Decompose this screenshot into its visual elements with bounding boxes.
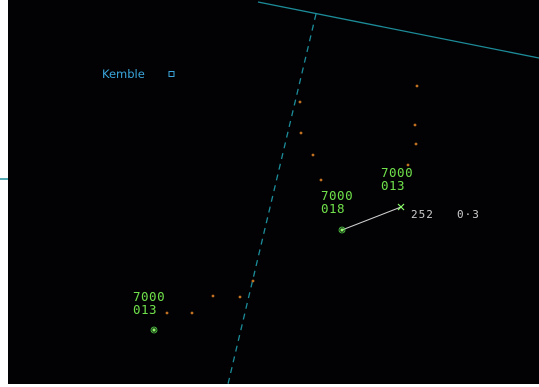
altitude-readout: 7000 xyxy=(321,188,353,203)
trail-dot xyxy=(299,131,303,135)
aircraft-target-b[interactable] xyxy=(338,226,346,234)
scope-background xyxy=(8,0,539,384)
cross-stroke xyxy=(397,203,405,211)
track-trail-right xyxy=(406,84,419,167)
target-halo xyxy=(150,326,158,334)
trail-dot xyxy=(415,84,419,88)
datablock-track-a[interactable]: 7000 013 xyxy=(381,165,413,193)
range-bearing-vector[interactable] xyxy=(341,206,402,231)
distance-readout: 0·3 xyxy=(457,208,480,221)
trail-dot xyxy=(165,311,169,315)
target-blip-icon xyxy=(152,328,156,332)
aircraft-target-c[interactable] xyxy=(150,326,158,334)
track-trail-lower xyxy=(165,279,255,315)
target-halo xyxy=(338,226,346,234)
speed-readout: 013 xyxy=(133,302,157,317)
speed-readout: 018 xyxy=(321,201,345,216)
trail-dot xyxy=(298,100,302,104)
track-trail-middle xyxy=(298,100,323,182)
square-fix-icon[interactable] xyxy=(168,71,175,77)
trail-dot xyxy=(319,178,323,182)
fix-label-kemble: Kemble xyxy=(102,67,145,81)
trail-dot xyxy=(238,295,242,299)
trail-dot xyxy=(190,311,194,315)
target-blip-icon xyxy=(340,228,344,232)
trail-dot xyxy=(211,294,215,298)
datablock-track-c[interactable]: 7000 013 xyxy=(133,289,165,317)
trail-dot xyxy=(311,153,315,157)
airway-line-dashed xyxy=(227,13,317,385)
datablock-track-b[interactable]: 7000 018 xyxy=(321,188,353,216)
trail-dot xyxy=(406,163,410,167)
altitude-readout: 7000 xyxy=(381,165,413,180)
altitude-readout: 7000 xyxy=(133,289,165,304)
vector-end-cross-icon[interactable] xyxy=(397,203,405,211)
airway-line-north xyxy=(257,1,539,59)
bearing-readout: 252 xyxy=(411,208,434,221)
trail-dot xyxy=(413,123,417,127)
trail-dot xyxy=(414,142,418,146)
speed-readout: 013 xyxy=(381,178,405,193)
trail-dot xyxy=(251,279,255,283)
